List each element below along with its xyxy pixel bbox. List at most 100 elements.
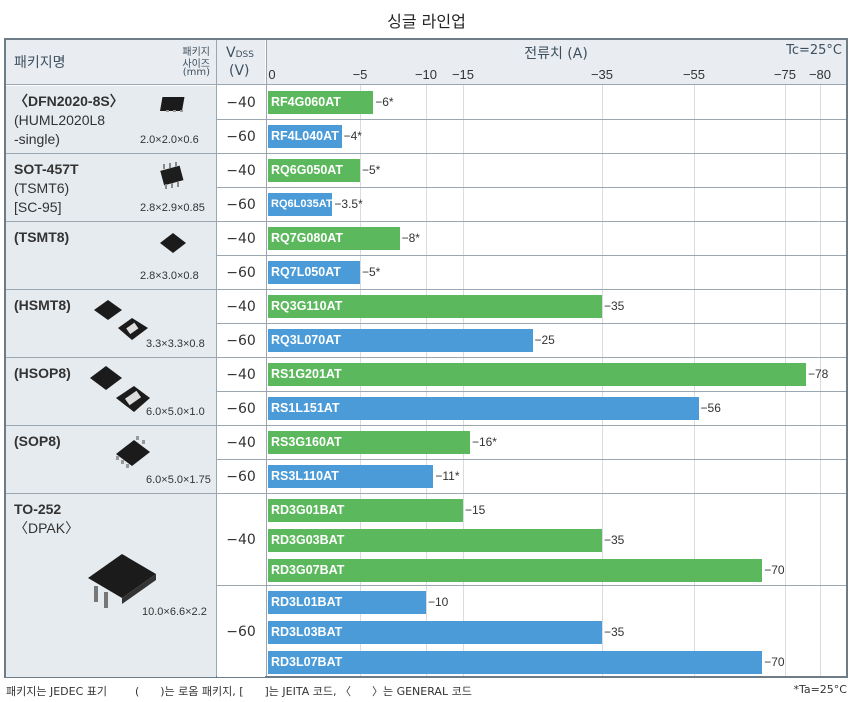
bar-part-label: RS1L151AT — [271, 401, 340, 415]
package-divider — [6, 493, 846, 494]
bar-value-label: −70 — [764, 563, 785, 577]
vdss-value: −40 — [217, 358, 265, 391]
bar-part-label: RQ6G050AT — [271, 163, 344, 177]
vdss-value: −60 — [217, 256, 265, 289]
package-size: 10.0×6.6×2.2 — [142, 606, 207, 618]
package-cell — [6, 154, 216, 221]
package-name: (SOP8) — [14, 432, 61, 451]
package-name-main: TO-252 — [14, 501, 62, 517]
bar-value-label: −16* — [471, 435, 497, 449]
bar-part-label: RS3L110AT — [271, 469, 339, 483]
x-tick-label: −35 — [590, 67, 614, 82]
gridline — [820, 84, 821, 676]
bar-rq3g110at — [268, 295, 602, 318]
bar-value-label: −70 — [764, 655, 785, 669]
vdss-value: −60 — [217, 120, 265, 153]
tsmt-chip-icon — [160, 233, 186, 253]
row-divider — [217, 585, 846, 586]
column-divider — [266, 40, 267, 676]
package-cell — [6, 358, 216, 425]
package-divider — [6, 289, 846, 290]
x-tick-label: −15 — [451, 67, 475, 82]
row-divider — [217, 391, 846, 392]
vdss-sub: DSS — [235, 50, 254, 60]
package-name-main: 〈DFN2020-8S〉 — [14, 93, 124, 109]
bar-rs3l110at — [268, 465, 434, 488]
sot-chip-icon — [160, 162, 184, 189]
package-name: SOT-457T (TSMT6) [SC-95] — [14, 160, 79, 217]
package-name-alt: -single) — [14, 131, 60, 147]
bar-value-label: −56 — [700, 401, 721, 415]
package-name-main: (HSOP8) — [14, 365, 71, 381]
package-divider — [6, 221, 846, 222]
x-tick-label: 0 — [268, 67, 276, 82]
bar-part-label: RD3L07BAT — [271, 655, 343, 669]
bar-value-label: −78 — [808, 367, 829, 381]
bar-part-label: RD3L03BAT — [271, 625, 343, 639]
bar-rq7g080at — [268, 227, 400, 250]
package-name-main: (HSMT8) — [14, 297, 71, 313]
x-tick-label: −5 — [352, 67, 368, 82]
bar-part-label: RQ6L035AT — [271, 198, 333, 210]
package-divider — [6, 153, 846, 154]
bar-value-label: −5* — [362, 163, 381, 177]
bar-rq3l070at — [268, 329, 533, 352]
bar-part-label: RQ3G110AT — [271, 299, 343, 313]
to252-chip-icon — [88, 554, 156, 608]
bar-value-label: −4* — [343, 129, 362, 143]
bar-part-label: RF4L040AT — [271, 129, 339, 143]
header-package-cell: 패키지명 패키지 사이즈 (mm) — [6, 40, 216, 84]
bar-part-label: RS3G160AT — [271, 435, 342, 449]
header-package-size-line1: 패키지 — [182, 47, 210, 58]
x-tick-label: −80 — [808, 67, 832, 82]
bar-part-label: RD3G01BAT — [271, 503, 345, 517]
package-divider — [6, 425, 846, 426]
bar-part-label: RD3G03BAT — [271, 533, 345, 547]
footer-ta-note: *Ta=25°C — [793, 683, 847, 696]
header-current-label: 전류치 (A) — [524, 46, 588, 62]
bar-rd3g01bat — [268, 499, 463, 522]
header-package-name: 패키지명 — [14, 55, 66, 71]
hsmt-chip-icon — [94, 300, 148, 340]
bar-part-label: RD3G07BAT — [271, 563, 345, 577]
bar-rq7l050at — [268, 261, 360, 284]
bar-value-label: −25 — [534, 333, 555, 347]
package-size: 3.3×3.3×0.8 — [146, 338, 205, 350]
bar-part-label: RQ3L070AT — [271, 333, 341, 347]
package-name: (TSMT8) — [14, 228, 69, 247]
table-frame — [4, 38, 848, 678]
hsop-chip-icon — [90, 366, 150, 412]
bar-rd3l01bat — [268, 591, 426, 614]
vdss-value: −40 — [217, 222, 265, 255]
bar-value-label: −8* — [401, 231, 420, 245]
package-divider — [6, 357, 846, 358]
vdss-v: V — [226, 45, 236, 61]
bar-rq6l035at — [268, 193, 333, 216]
row-divider — [217, 255, 846, 256]
vdss-value: −60 — [217, 586, 265, 677]
bar-value-label: −11* — [435, 469, 460, 483]
bar-value-label: −35 — [604, 625, 625, 639]
page-title: 싱글 라인업 — [387, 12, 466, 31]
vdss-value: −40 — [217, 154, 265, 187]
package-name-alt: (TSMT6) — [14, 180, 70, 196]
vdss-value: −40 — [217, 494, 265, 585]
package-cell — [6, 290, 216, 357]
package-size: 6.0×5.0×1.75 — [146, 474, 211, 486]
header-vdss-cell: VDSS (V) — [217, 40, 265, 84]
vdss-value: −40 — [217, 290, 265, 323]
package-name: 〈DFN2020-8S〉 (HUML2020L8 -single) — [14, 92, 124, 149]
header-package-size-unit: (mm) — [182, 67, 210, 78]
bar-part-label: RF4G060AT — [271, 95, 341, 109]
bar-rq6g050at — [268, 159, 360, 182]
package-size: 2.0×2.0×0.6 — [140, 134, 199, 146]
package-name-alt: [SC-95] — [14, 199, 62, 215]
bar-rd3g03bat — [268, 529, 602, 552]
bar-value-label: −35 — [604, 533, 625, 547]
row-divider — [217, 459, 846, 460]
x-tick-label: −10 — [414, 67, 438, 82]
vdss-value: −60 — [217, 324, 265, 357]
bar-rs1l151at — [268, 397, 699, 420]
package-name-main: SOT-457T — [14, 161, 79, 177]
bar-rs1g201at — [268, 363, 806, 386]
